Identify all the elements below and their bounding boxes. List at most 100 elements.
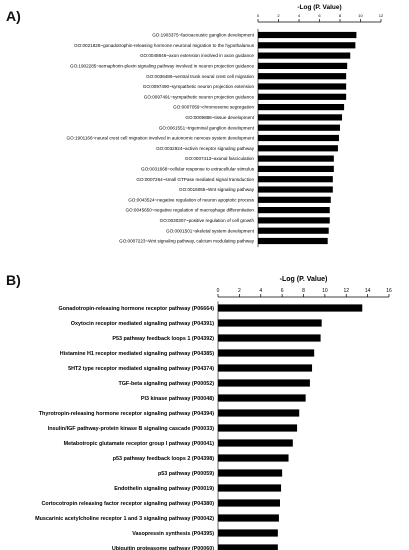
chart-a-category-label: GO:1902285~semaphorin-plexin signaling p… (70, 64, 254, 69)
chart-a-category-label: GO:0007264~small GTPase mediated signal … (136, 177, 254, 182)
chart-a-category-label: GO:0030307~positive regulation of cell g… (160, 218, 255, 223)
chart-a-bar (258, 73, 347, 80)
chart-a-category-label: GO:0061551~trigeminal ganglion developme… (159, 125, 255, 130)
chart-b-bar (218, 334, 321, 342)
chart-b-bar (218, 484, 282, 492)
chart-a-x-tick-label: 8 (339, 13, 342, 18)
chart-b-bar (218, 454, 289, 462)
chart-b-bar (218, 364, 313, 372)
chart-b-x-tick-label: 0 (217, 288, 220, 294)
chart-b-category-label: 5HT2 type receptor mediated signaling pa… (68, 366, 214, 372)
chart-a-category-label: GO:0032924~activin receptor signaling pa… (156, 146, 255, 151)
chart-a-x-tick-label: 6 (318, 13, 321, 18)
chart-a-x-tick-label: 2 (277, 13, 280, 18)
chart-a-category-label: GO:0045650~negative regulation of macrop… (125, 208, 254, 213)
chart-a-category-label: GO:0048846~axon extension involved in ax… (140, 53, 254, 58)
chart-b-category-label: p53 pathway (P00059) (158, 471, 214, 477)
chart-b-axis-title: -Log (P. Value) (280, 276, 328, 283)
chart-a-bar (258, 124, 340, 131)
chart-b-category-label: PI3 kinase pathway (P00048) (141, 396, 214, 402)
panel-b: B) -Log (P. Value) 0 2 4 6 8 10 12 14 16 Gonadotro… (0, 268, 409, 550)
chart-a-bar (258, 42, 356, 49)
chart-b-x-tick-label: 14 (365, 288, 371, 294)
chart-a-category-label: GO:0016055~Wnt signaling pathway (179, 187, 255, 192)
chart-b-bar (218, 319, 322, 327)
chart-a-category-label: GO:1903375~facioacoustic ganglion develo… (152, 33, 254, 38)
chart-a-category-label: GO:1901166~neural crest cell migration i… (67, 136, 255, 141)
chart-b-x-tick-label: 10 (322, 288, 328, 294)
chart-a-category-label: GO:0007223~Wnt signaling pathway, calciu… (119, 239, 255, 244)
chart-b-bar (218, 469, 283, 477)
panel-a-label: A) (6, 8, 21, 24)
chart-b-bar (218, 499, 280, 507)
chart-b-bar (218, 514, 279, 522)
chart-a-category-label: GO:0009888~tissue development (185, 115, 254, 120)
chart-b-x-tick-label: 2 (238, 288, 241, 294)
chart-b-category-label: p53 pathway feedback loops 2 (P04398) (113, 456, 214, 462)
chart-b-category-label: Insulin/IGF pathway-protein kinase B sig… (48, 426, 214, 432)
chart-a-category-label: GO:0007059~chromosome segregation (173, 105, 254, 110)
chart-a-bar (258, 165, 334, 172)
chart-b-bar (218, 409, 300, 417)
chart-a-bar (258, 176, 333, 183)
chart-a-bar (258, 196, 331, 203)
chart-b-bar (218, 439, 293, 447)
chart-b-bar (218, 424, 298, 432)
chart-a-category-label: GO:0021828~gonadotrophin-releasing hormo… (74, 43, 255, 48)
chart-b-category-label: Oxytocin receptor mediated signaling pat… (71, 321, 214, 327)
chart-b-category-label: Histamine H1 receptor mediated signaling… (60, 351, 214, 357)
chart-b-x-tick-label: 8 (302, 288, 305, 294)
chart-a-axis-title: -Log (P. Value) (297, 4, 341, 11)
panel-a: A) -Log (P. Value) 0 2 4 6 8 10 12 GO:1903375~fa… (0, 0, 409, 265)
chart-b-category-label: P53 pathway feedback loops 1 (P04392) (112, 336, 214, 342)
chart-a-bar (258, 52, 351, 59)
chart-a-category-label: GO:0036486~ventral trunk neural crest ce… (146, 74, 254, 79)
chart-a-svg: -Log (P. Value) 0 2 4 6 8 10 12 GO:1903375~facio… (67, 4, 384, 248)
chart-a-bar (258, 155, 334, 162)
chart-b-svg: -Log (P. Value) 0 2 4 6 8 10 12 14 16 Gonadotropin… (35, 276, 392, 550)
chart-b-x-tick-label: 16 (386, 288, 392, 294)
chart-a-category-label: GO:0031668~cellular response to extracel… (141, 167, 255, 172)
chart-b-category-label: TGF-beta signaling pathway (P00052) (118, 381, 214, 387)
chart-a-bar (258, 186, 333, 193)
chart-a-bar (258, 31, 357, 39)
chart-b-category-label: Muscarinic acetylcholine receptor 1 and … (35, 516, 214, 522)
chart-b-category-label: Thyrotropin-releasing hormone receptor s… (39, 411, 214, 417)
chart-b-x-tick-label: 12 (343, 288, 349, 294)
chart-a-x-tick-label: 4 (298, 13, 301, 18)
chart-b-category-label: Metabotropic glutamate receptor group I … (64, 441, 215, 447)
chart-a-bar (258, 114, 343, 121)
chart-a-x-tick-label: 12 (379, 13, 384, 18)
chart-a-bar (258, 134, 339, 142)
chart-a-bar (258, 104, 345, 111)
chart-b-category-label: Gonadotropin-releasing hormone receptor … (59, 306, 215, 312)
chart-b-category-label: Endothelin signaling pathway (P00019) (114, 486, 214, 492)
chart-a-bar (258, 145, 338, 152)
chart-b-x-tick-label: 6 (281, 288, 284, 294)
chart-b-category-label: Ubiquitin proteasome pathway (P00060) (112, 546, 214, 550)
chart-a-category-label: GO:0097490~sympathetic neuron projection… (143, 84, 255, 89)
chart-a-bar (258, 83, 347, 90)
chart-b-x-tick-label: 4 (259, 288, 262, 294)
chart-a-bar (258, 93, 347, 100)
chart-b-bar (218, 544, 278, 550)
chart-a-bar (258, 227, 329, 234)
chart-b-bar (218, 349, 315, 357)
chart-a-bar (258, 217, 330, 224)
chart-a-category-label: GO:0097491~sympathetic neuron projection… (144, 94, 255, 99)
chart-a-bar (258, 207, 330, 214)
chart-a-category-label: GO:0007413~axonal fasciculation (185, 156, 255, 161)
chart-a-bar (258, 237, 328, 245)
panel-b-label: B) (6, 272, 21, 288)
chart-a-category-label: GO:0001501~skeletal system development (166, 228, 255, 233)
chart-b-bar (218, 529, 278, 537)
chart-a-bar (258, 62, 348, 69)
chart-a-x-tick-label: 0 (257, 13, 260, 18)
chart-b-bar (218, 394, 306, 402)
chart-b-category-label: Vasopressin synthesis (P04395) (132, 531, 214, 537)
chart-b-bar (218, 304, 363, 312)
chart-a-category-label: GO:0043524~negative regulation of neuron… (128, 197, 254, 202)
chart-a-x-tick-label: 10 (358, 13, 363, 18)
chart-b-category-label: Cortocotropin releasing factor receptor … (41, 501, 214, 507)
chart-b-bar (218, 379, 310, 387)
